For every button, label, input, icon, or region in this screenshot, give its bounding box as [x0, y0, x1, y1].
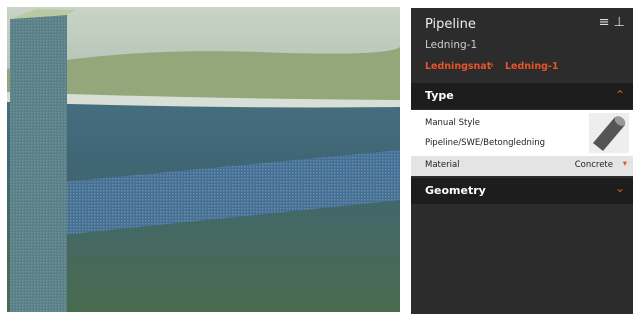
breadcrumb-link[interactable]: Ledningsnat	[425, 61, 491, 72]
column	[10, 15, 67, 312]
style-path: Pipeline/SWE/Betongledning	[425, 138, 545, 148]
breadcrumb-link[interactable]: Ledning-1	[505, 61, 558, 72]
property-value: Concrete	[575, 160, 613, 170]
panel-subtitle: Ledning-1	[425, 39, 477, 51]
properties-panel: Pipeline ≡ ⊥ Ledning-1 Ledningsnat › Led…	[411, 8, 633, 314]
section-header[interactable]: Type ⌃	[411, 83, 633, 109]
panel-title: Pipeline	[425, 17, 476, 32]
dropdown-arrow: ▾	[623, 159, 627, 169]
property-name: Material	[425, 160, 460, 170]
breadcrumb-separator: ›	[490, 60, 494, 71]
section-header[interactable]: Geometry ⌄	[411, 178, 633, 204]
page: Pipeline ≡ ⊥ Ledning-1 Ledningsnat › Led…	[0, 0, 633, 314]
collapse-icon: ⌃	[615, 88, 625, 102]
style-thumbnail[interactable]	[589, 113, 629, 153]
section-title: Geometry	[425, 184, 486, 197]
style-box: Manual Style Pipeline/SWE/Betongledning	[411, 110, 633, 156]
style-label: Manual Style	[425, 118, 480, 128]
section-title: Type	[425, 89, 454, 102]
3d-viewport[interactable]	[7, 7, 400, 312]
expand-icon: ⌄	[615, 181, 625, 195]
property-row[interactable]: Material Concrete ▾	[411, 156, 633, 176]
menu-icon[interactable]: ≡ ⊥	[599, 15, 625, 30]
